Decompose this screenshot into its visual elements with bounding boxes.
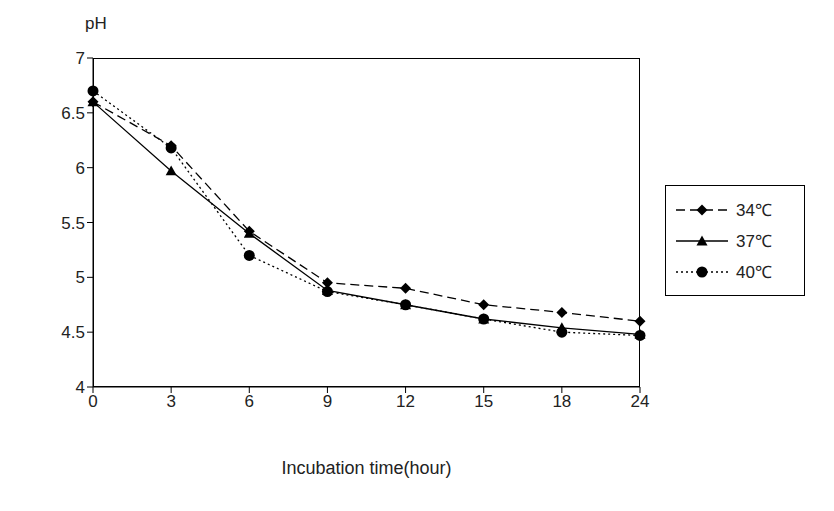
html-text:34℃: 34℃ — [736, 201, 772, 220]
svg-text:7: 7 — [76, 49, 85, 68]
svg-text:12: 12 — [396, 392, 415, 411]
svg-text:15: 15 — [474, 392, 493, 411]
svg-text:5.5: 5.5 — [61, 214, 85, 233]
svg-text:5: 5 — [76, 268, 85, 287]
html-text:Incubation time(hour): Incubation time(hour) — [281, 458, 452, 478]
html-text:40℃: 40℃ — [736, 263, 772, 282]
svg-text:0: 0 — [88, 392, 97, 411]
svg-text:3: 3 — [166, 392, 175, 411]
svg-text:6.5: 6.5 — [61, 104, 85, 123]
svg-text:4: 4 — [76, 378, 85, 397]
svg-text:6: 6 — [76, 159, 85, 178]
svg-text:18: 18 — [552, 392, 571, 411]
svg-text:9: 9 — [323, 392, 332, 411]
html-text:37℃: 37℃ — [736, 232, 772, 251]
html-text:pH: pH — [85, 14, 107, 33]
svg-text:24: 24 — [631, 392, 650, 411]
svg-text:4.5: 4.5 — [61, 323, 85, 342]
svg-text:6: 6 — [245, 392, 254, 411]
